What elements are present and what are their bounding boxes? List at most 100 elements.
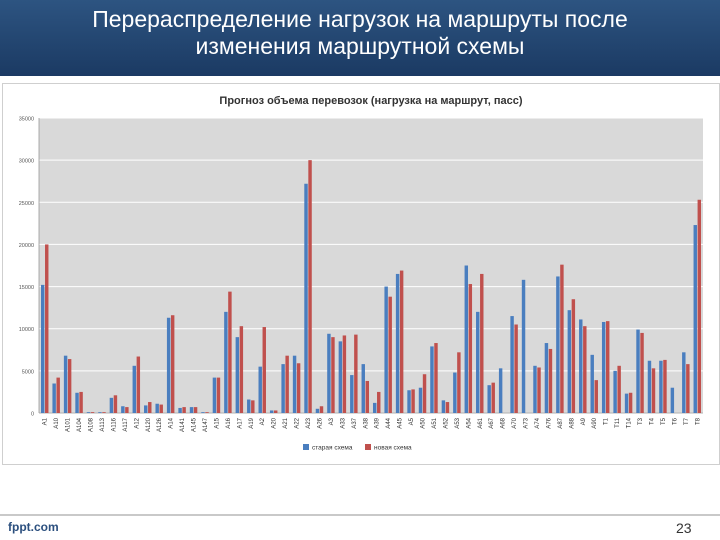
x-tick-label: A15	[214, 417, 220, 428]
bar-old-scheme	[521, 279, 526, 413]
bar-new-scheme	[79, 391, 83, 413]
x-tick-label: A108	[89, 417, 95, 432]
x-tick-label: A45	[398, 417, 404, 428]
x-tick-label: A54	[466, 417, 472, 428]
x-tick-label: A52	[443, 417, 449, 428]
bar-new-scheme	[365, 380, 370, 413]
bar-new-scheme	[457, 352, 461, 413]
y-tick-label: 30000	[19, 159, 34, 165]
bar-old-scheme	[361, 364, 365, 413]
bar-old-scheme	[189, 407, 194, 413]
x-tick-label: A88	[569, 417, 575, 428]
bar-new-scheme	[491, 382, 495, 413]
x-tick-label: A76	[546, 417, 552, 428]
x-tick-label: A141	[180, 417, 186, 432]
x-tick-label: A26	[317, 417, 323, 428]
y-tick-label: 15000	[19, 285, 34, 291]
bar-new-scheme	[697, 199, 702, 413]
bar-old-scheme	[510, 316, 514, 413]
x-tick-label: A10	[54, 417, 60, 428]
bar-old-scheme	[350, 375, 354, 413]
bar-new-scheme	[45, 244, 49, 413]
page-number: 23	[676, 520, 692, 536]
bar-new-scheme	[514, 324, 518, 413]
x-tick-label: A19	[249, 417, 255, 428]
bar-new-scheme	[663, 359, 667, 413]
bar-old-scheme	[166, 317, 171, 413]
bar-new-scheme	[571, 299, 576, 413]
bar-new-scheme	[468, 284, 473, 413]
legend-swatch-new	[365, 444, 371, 450]
slide-title-line-2: изменения маршрутной схемы	[195, 33, 525, 59]
x-tick-label: A53	[455, 417, 461, 428]
bar-old-scheme	[281, 364, 285, 413]
bar-new-scheme	[560, 264, 564, 413]
bar-old-scheme	[384, 286, 388, 413]
bar-new-scheme	[411, 389, 415, 413]
chart-frame: Прогноз объема перевозок (нагрузка на ма…	[2, 83, 720, 465]
x-tick-label: A90	[592, 417, 598, 428]
x-tick-label: A120	[146, 417, 152, 432]
bar-new-scheme	[445, 402, 450, 413]
x-tick-label: A16	[226, 417, 232, 428]
bar-new-scheme	[686, 364, 690, 413]
x-tick-label: T4	[649, 417, 655, 425]
bar-old-scheme	[601, 321, 606, 413]
x-tick-label: A74	[535, 417, 541, 428]
x-tick-label: A50	[421, 417, 427, 428]
x-tick-label: A33	[340, 417, 346, 428]
bar-new-scheme	[136, 356, 141, 413]
bar-old-scheme	[75, 392, 79, 413]
bar-new-scheme	[56, 377, 60, 413]
bar-new-scheme	[617, 365, 621, 413]
bar-old-scheme	[498, 368, 503, 413]
bar-old-scheme	[109, 397, 114, 413]
bar-new-scheme	[640, 332, 644, 413]
bar-old-scheme	[132, 365, 137, 413]
x-tick-label: A17	[237, 417, 243, 428]
bar-old-scheme	[613, 370, 617, 413]
bar-new-scheme	[594, 380, 598, 413]
bar-old-scheme	[372, 402, 377, 413]
x-tick-label: A113	[100, 417, 106, 431]
bar-old-scheme	[407, 390, 411, 413]
bar-new-scheme	[628, 392, 633, 413]
x-tick-label: A68	[501, 417, 507, 428]
bar-old-scheme	[247, 399, 251, 413]
bar-old-scheme	[544, 343, 549, 413]
bar-old-scheme	[395, 273, 400, 413]
bar-old-scheme	[647, 360, 652, 413]
bar-new-scheme	[651, 368, 656, 413]
bar-new-scheme	[67, 359, 72, 413]
bar-new-scheme	[285, 355, 289, 413]
legend-swatch-old	[303, 444, 309, 450]
bar-new-scheme	[583, 326, 587, 413]
bar-old-scheme	[476, 311, 480, 413]
y-tick-label: 25000	[19, 201, 34, 207]
bar-old-scheme	[464, 265, 469, 413]
x-tick-label: A20	[272, 417, 278, 428]
bar-old-scheme	[235, 337, 240, 413]
x-tick-label: A1	[43, 417, 49, 425]
bar-old-scheme	[98, 412, 102, 413]
bar-new-scheme	[548, 348, 553, 413]
x-tick-label: A73	[524, 417, 530, 428]
bar-old-scheme	[556, 276, 560, 413]
bar-old-scheme	[269, 410, 274, 413]
footer-logo: fppt.com	[8, 520, 59, 534]
x-tick-label: A147	[203, 417, 209, 432]
bar-old-scheme	[670, 387, 675, 413]
bar-old-scheme	[155, 403, 159, 413]
bar-new-scheme	[170, 315, 175, 413]
bar-new-scheme	[422, 374, 427, 413]
x-tick-label: T14	[627, 417, 633, 428]
y-tick-label: 20000	[19, 243, 34, 249]
y-tick-label: 10000	[19, 327, 34, 333]
bar-new-scheme	[331, 337, 335, 413]
x-tick-label: T1	[604, 417, 610, 425]
x-tick-label: A38	[363, 417, 369, 428]
x-tick-label: A22	[295, 417, 301, 428]
bar-new-scheme	[228, 291, 232, 413]
x-tick-label: A70	[512, 417, 518, 428]
x-tick-label: A145	[192, 417, 198, 432]
